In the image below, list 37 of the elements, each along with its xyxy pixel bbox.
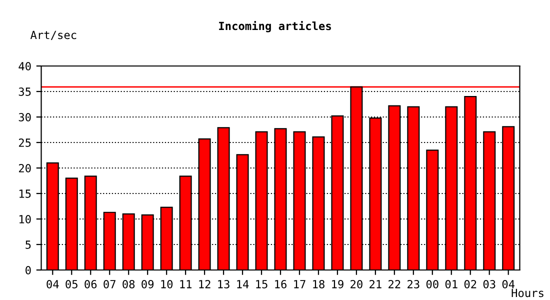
- x-tick-label: 19: [332, 280, 344, 288]
- y-tick-label: 25: [18, 138, 31, 147]
- chart-title: Incoming articles: [219, 20, 331, 32]
- x-tick-label: 10: [161, 280, 173, 288]
- x-tick-label: 07: [104, 280, 116, 288]
- y-tick-label: 0: [26, 266, 31, 274]
- x-tick-label: 15: [256, 280, 268, 288]
- x-tick-label: 01: [445, 280, 458, 288]
- y-tick-label: 40: [18, 62, 31, 70]
- y-tick-label: 35: [18, 88, 31, 96]
- x-tick-label: 14: [237, 280, 249, 288]
- x-tick-label: 05: [66, 280, 78, 288]
- x-tick-label: 09: [142, 280, 154, 288]
- x-tick-label: 23: [408, 280, 420, 288]
- x-tick-label: 11: [180, 280, 192, 288]
- x-tick-label: 03: [483, 280, 496, 288]
- y-tick-label: 20: [18, 164, 31, 172]
- x-tick-label: 13: [218, 280, 230, 288]
- x-tick-label: 17: [294, 280, 306, 288]
- x-tick-label: 18: [313, 280, 324, 288]
- x-tick-label: 04: [502, 280, 515, 288]
- x-tick-label: 04: [46, 280, 59, 288]
- x-tick-label: 12: [199, 280, 210, 288]
- x-tick-label: 00: [426, 280, 438, 288]
- x-tick-label: 02: [464, 280, 476, 288]
- y-tick-label: 30: [18, 113, 31, 122]
- y-tick-label: 5: [26, 240, 31, 249]
- y-tick-label: 15: [19, 190, 31, 198]
- y-tick-label: 10: [19, 215, 31, 224]
- x-tick-label: 16: [275, 280, 286, 288]
- x-tick-label: 22: [388, 280, 400, 288]
- x-axis-title: Hours: [512, 288, 544, 298]
- x-tick-label: 21: [370, 280, 382, 288]
- x-tick-label: 06: [84, 280, 97, 288]
- y-axis-title: Art/sec: [30, 30, 76, 40]
- x-tick-label: 20: [350, 280, 362, 288]
- x-tick-label: 08: [122, 280, 135, 288]
